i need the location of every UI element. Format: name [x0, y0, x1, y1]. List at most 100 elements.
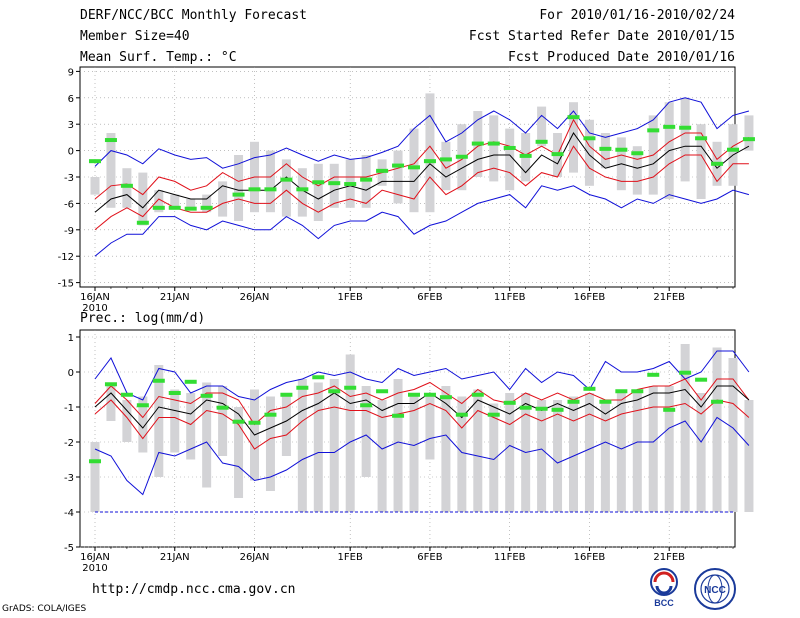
observed-marker: [232, 192, 245, 197]
observed-marker: [408, 392, 420, 397]
observed-marker: [344, 385, 357, 390]
observed-marker: [647, 372, 660, 377]
series-line-lower: [94, 145, 749, 231]
observed-marker: [184, 206, 197, 211]
y-tick-label: -5: [64, 543, 74, 554]
y-tick-label: -15: [58, 279, 74, 290]
ensemble-bar: [409, 393, 419, 512]
ensemble-bar: [377, 400, 387, 512]
series-line-max: [94, 350, 750, 401]
observed-marker: [232, 419, 245, 424]
observed-marker: [136, 403, 149, 408]
observed-marker: [89, 159, 101, 164]
ensemble-bar: [393, 150, 403, 204]
observed-marker: [216, 405, 229, 410]
y-tick-label: 3: [68, 120, 74, 131]
y-tick-label: -3: [64, 173, 74, 184]
observed-marker: [695, 136, 708, 141]
observed-marker: [615, 147, 628, 152]
panel-title: Prec.: log(mm/d): [80, 311, 205, 326]
ensemble-bar: [553, 400, 563, 512]
ensemble-bar: [489, 403, 499, 512]
x-tick-year: 2010: [82, 303, 107, 314]
observed-marker: [631, 151, 644, 156]
observed-marker: [376, 168, 389, 173]
observed-marker: [423, 159, 436, 164]
x-tick-label: 21JAN: [160, 292, 190, 303]
observed-marker: [647, 128, 660, 133]
series-line-lower: [94, 399, 750, 450]
ensemble-bar: [329, 379, 339, 512]
observed-marker: [168, 205, 181, 210]
ensemble-bar: [265, 396, 275, 491]
observed-marker: [439, 395, 452, 400]
variable-label: Mean Surf. Temp.: °C: [80, 50, 237, 65]
x-tick-label: 16FEB: [574, 292, 606, 303]
observed-marker: [503, 145, 516, 150]
observed-marker: [312, 180, 325, 185]
observed-marker: [551, 152, 564, 157]
observed-marker: [280, 392, 293, 397]
x-tick-label: 16FEB: [574, 552, 606, 563]
observed-marker: [535, 406, 548, 411]
ensemble-bar: [664, 386, 674, 512]
observed-marker: [583, 386, 596, 391]
observed-marker: [104, 382, 117, 387]
observed-marker: [344, 182, 357, 187]
x-tick-label: 26JAN: [240, 292, 270, 303]
y-tick-label: 6: [68, 94, 74, 105]
y-tick-label: -12: [58, 252, 74, 263]
x-tick-label: 1FEB: [338, 292, 363, 303]
ensemble-bar: [106, 133, 116, 208]
series-line-upper: [94, 118, 750, 200]
ensemble-bar: [744, 115, 754, 151]
x-tick-label: 26JAN: [240, 552, 270, 563]
ensemble-bar: [584, 119, 594, 186]
observed-marker: [471, 141, 484, 146]
observed-marker: [535, 139, 548, 144]
observed-marker: [599, 146, 612, 151]
ensemble-bar: [313, 382, 323, 512]
ensemble-bar: [154, 365, 164, 477]
series-line-min: [94, 185, 750, 257]
ensemble-bar: [202, 194, 212, 213]
observed-marker: [120, 183, 133, 188]
series-line-min: [94, 416, 750, 496]
ensemble-bar: [425, 393, 435, 460]
ensemble-bar: [313, 163, 323, 221]
header-right: For 2010/01/16-2010/02/24 Fcst Started R…: [469, 8, 735, 71]
chart-title: DERF/NCC/BCC Monthly Forecast: [80, 8, 307, 23]
ensemble-bar: [505, 128, 515, 191]
ensemble-bar: [106, 382, 116, 421]
observed-marker: [439, 157, 452, 162]
y-tick-label: -1: [64, 403, 74, 414]
y-tick-label: -6: [64, 199, 74, 210]
observed-marker: [248, 187, 261, 192]
ensemble-bar: [393, 379, 403, 512]
header-left: DERF/NCC/BCC Monthly Forecast Member Siz…: [80, 8, 307, 71]
ensemble-bar: [696, 393, 706, 512]
observed-marker: [695, 377, 708, 382]
y-tick-label: 0: [68, 368, 74, 379]
ensemble-bar: [122, 400, 132, 442]
ensemble-bar: [569, 102, 578, 173]
ensemble-bar: [537, 106, 547, 147]
observed-marker: [679, 370, 692, 375]
y-tick-label: -2: [64, 438, 74, 449]
ensemble-bar: [744, 400, 754, 512]
x-tick-label: 11FEB: [494, 292, 526, 303]
x-tick-label: 21FEB: [653, 552, 685, 563]
ensemble-bar: [186, 393, 196, 460]
ensemble-bar: [154, 190, 164, 213]
series-line-max: [94, 97, 750, 169]
observed-marker: [376, 389, 389, 394]
ensemble-bar: [441, 386, 451, 512]
observed-marker: [89, 459, 101, 464]
observed-marker: [727, 147, 739, 152]
observed-marker: [663, 407, 676, 412]
ensemble-bar: [425, 93, 435, 213]
source-url[interactable]: http://cmdp.ncc.cma.gov.cn: [92, 582, 296, 597]
ensemble-bar: [297, 379, 307, 512]
